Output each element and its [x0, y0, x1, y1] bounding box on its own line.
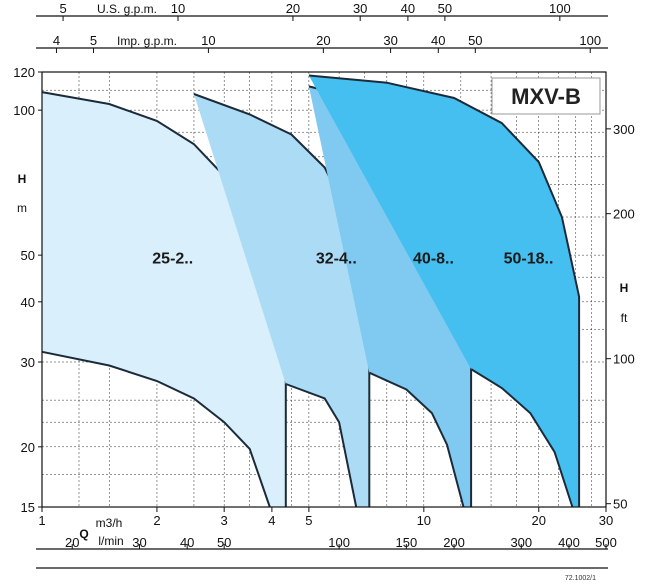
- series-label-4: 50-18..: [504, 251, 554, 268]
- y-tick-label-left: 15: [21, 500, 35, 515]
- y-tick-label-left: 50: [21, 248, 35, 263]
- plot-frame: [41, 71, 607, 508]
- x-tick-label-lmin: 500: [595, 535, 617, 550]
- y-tick-label-right: 300: [613, 122, 635, 137]
- y-tick-label-right: 200: [613, 207, 635, 222]
- chart-title-badge: MXV-B: [491, 77, 601, 115]
- chart-reference-code: 72.1002/1: [565, 575, 596, 582]
- x-axis-unit-lmin: l/min: [98, 534, 123, 548]
- axes: [36, 15, 611, 569]
- us-gpm-tick-label: 20: [286, 1, 300, 16]
- imp-gpm-tick-label: 40: [431, 33, 445, 48]
- y-tick-label-left: 40: [21, 295, 35, 310]
- x-tick-label-lmin: 40: [180, 535, 194, 550]
- y-tick-label-left: 120: [13, 65, 35, 80]
- y-tick-label-left: 100: [13, 103, 35, 118]
- x-tick-label-lmin: 30: [132, 535, 146, 550]
- series-label-2: 32-4..: [316, 251, 357, 268]
- series-lower-curve-1: [41, 350, 271, 508]
- y-tick-label-left: 30: [21, 355, 35, 370]
- imp-gpm-tick-label: 50: [468, 33, 482, 48]
- imp-gpm-tick-label: 20: [316, 33, 330, 48]
- series-area-2: [193, 94, 370, 507]
- x-tick-label-lmin: 200: [443, 535, 465, 550]
- x-tick-label-m3h: 4: [268, 513, 275, 528]
- series-lower-curve-3: [368, 371, 465, 508]
- us-gpm-tick-label: 30: [353, 1, 367, 16]
- series-label-3: 40-8..: [413, 251, 454, 268]
- series-area-1: [42, 92, 286, 507]
- x-tick-label-m3h: 5: [305, 513, 312, 528]
- x-tick-label-m3h: 10: [417, 513, 431, 528]
- y-axis-unit-right: ft: [621, 311, 628, 325]
- x-tick-label-lmin: 150: [396, 535, 418, 550]
- x-tick-label-m3h: 30: [599, 513, 613, 528]
- x-tick-label-lmin: 50: [217, 535, 231, 550]
- us-gpm-tick-label: 40: [401, 1, 415, 16]
- series-lower-curve-4: [470, 368, 574, 508]
- chart-title: MXV-B: [511, 84, 581, 109]
- y-axis-symbol-right: H: [620, 281, 629, 295]
- us-gpm-tick-label: 10: [171, 1, 185, 16]
- imp-gpm-tick-label: 30: [383, 33, 397, 48]
- x-tick-label-lmin: 300: [510, 535, 532, 550]
- series-lower-curve-2: [285, 383, 358, 508]
- us-gpm-tick-label: 100: [549, 1, 571, 16]
- imp-gpm-tick-label: 100: [579, 33, 601, 48]
- x-tick-label-m3h: 1: [38, 513, 45, 528]
- imp-gpm-tick-label: 4: [53, 33, 60, 48]
- x-tick-label-lmin: 400: [558, 535, 580, 550]
- x-tick-label-m3h: 3: [221, 513, 228, 528]
- x-tick-label-m3h: 2: [153, 513, 160, 528]
- y-axis-symbol-left: H: [18, 172, 27, 186]
- x-axis-symbol: Q: [79, 527, 88, 541]
- series-area-4: [308, 75, 580, 507]
- imp-gpm-tick-label: 5: [90, 33, 97, 48]
- x-tick-label-lmin: 100: [328, 535, 350, 550]
- us-gpm-tick-label: 5: [59, 1, 66, 16]
- y-tick-label-right: 100: [613, 352, 635, 367]
- series-label-1: 25-2..: [152, 251, 193, 268]
- us-gpm-unit: U.S. g.p.m.: [97, 2, 157, 16]
- title-badge-box: [491, 77, 601, 115]
- imp-gpm-tick-label: 10: [201, 33, 215, 48]
- imp-gpm-unit: Imp. g.p.m.: [117, 34, 177, 48]
- x-tick-label-m3h: 20: [532, 513, 546, 528]
- x-axis-unit-m3h: m3/h: [96, 516, 123, 530]
- series-areas: [41, 74, 581, 508]
- y-tick-label-right: 50: [613, 497, 627, 512]
- series-upper-curve-4: [308, 74, 581, 507]
- y-tick-label-left: 20: [21, 440, 35, 455]
- us-gpm-tick-label: 50: [438, 1, 452, 16]
- x-tick-label-lmin: 20: [65, 535, 79, 550]
- y-axis-unit-left: m: [17, 201, 27, 215]
